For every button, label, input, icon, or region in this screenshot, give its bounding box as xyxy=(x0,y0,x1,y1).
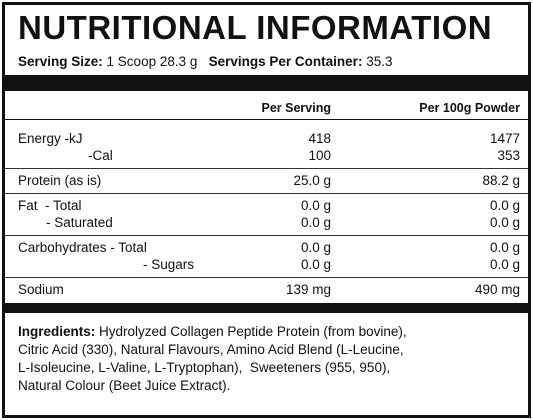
per-100g: 0.0 g xyxy=(489,240,520,255)
row-group: Carbohydrates - Total 0.0 g 0.0 g - Sugars 0… xyxy=(5,236,528,278)
thick-bar xyxy=(5,303,528,313)
per-serving: 100 xyxy=(308,148,331,163)
row-group: Energy -kJ 418 1477 -Cal 100 353 xyxy=(5,127,528,169)
row: - Sugars 0.0 g 0.0 g xyxy=(5,256,528,273)
row-label: - Saturated xyxy=(46,215,113,230)
row-label: - Sugars xyxy=(143,257,195,272)
per-100g: 0.0 g xyxy=(489,215,520,230)
row: Sodium 139 mg 490 mg xyxy=(5,281,528,298)
ingredients-line: Ingredients: Hydrolyzed Collagen Peptide… xyxy=(18,323,407,341)
row-label: -Cal xyxy=(88,148,113,163)
row-group: Sodium 139 mg 490 mg xyxy=(5,278,528,302)
per-serving: 0.0 g xyxy=(300,240,331,255)
column-label: Per Serving xyxy=(261,101,331,115)
per-serving: 0.0 g xyxy=(300,257,331,272)
per-serving: 25.0 g xyxy=(293,173,331,188)
serving-size-label: Serving Size: xyxy=(18,54,103,69)
row: Protein (as is) 25.0 g 88.2 g xyxy=(5,172,528,189)
servings: 35.3 xyxy=(366,54,393,69)
row-label: Fat - Total xyxy=(18,198,82,213)
serving-size: 1 Scoop 28.3 g xyxy=(106,54,198,69)
row-label: Protein (as is) xyxy=(18,173,102,188)
ingredients-label: Ingredients: xyxy=(18,324,96,339)
per-serving: 139 mg xyxy=(285,282,331,297)
per-100g: 0.0 g xyxy=(489,198,520,213)
per-100g: 88.2 g xyxy=(482,173,520,188)
per-100g: 353 xyxy=(497,148,520,163)
ingredients-line: Citric Acid (330), Natural Flavours, Ami… xyxy=(18,341,407,359)
ingredients-text: Natural Colour (Beet Juice Extract). xyxy=(18,378,231,393)
per-100g: 490 mg xyxy=(474,282,520,297)
title: NUTRITIONAL INFORMATION xyxy=(18,9,493,46)
ingredients-text: Citric Acid (330), Natural Flavours, Ami… xyxy=(18,342,404,357)
column-header: Per Serving Per 100g Powder xyxy=(5,97,528,120)
row-label: Carbohydrates - Total xyxy=(18,240,147,255)
column-label: Per 100g Powder xyxy=(419,101,520,115)
row-label: Sodium xyxy=(18,282,64,297)
ingredients-text: Hydrolyzed Collagen Peptide Protein (fro… xyxy=(99,324,407,339)
row-group: Protein (as is) 25.0 g 88.2 g xyxy=(5,169,528,194)
per-100g: 0.0 g xyxy=(489,257,520,272)
servings-label: Servings Per Container: xyxy=(208,54,363,69)
serving-info: Serving Size: 1 Scoop 28.3 g Servings Pe… xyxy=(18,54,392,69)
ingredients-line: L-Isoleucine, L-Valine, L-Tryptophan), S… xyxy=(18,359,407,377)
row: Fat - Total 0.0 g 0.0 g xyxy=(5,197,528,214)
thick-bar xyxy=(5,75,528,91)
ingredients: Ingredients: Hydrolyzed Collagen Peptide… xyxy=(18,323,407,395)
row: -Cal 100 353 xyxy=(5,147,528,164)
table-body: Energy -kJ 418 1477 -Cal 100 353 Protein (as i… xyxy=(5,127,528,302)
per-serving: 418 xyxy=(308,131,331,146)
ingredients-text: L-Isoleucine, L-Valine, L-Tryptophan), S… xyxy=(18,360,391,375)
row: Energy -kJ 418 1477 xyxy=(5,130,528,147)
row-group: Fat - Total 0.0 g 0.0 g - Saturated 0.0 g 0.0… xyxy=(5,194,528,236)
per-100g: 1477 xyxy=(489,131,520,146)
row-label: Energy -kJ xyxy=(18,131,83,146)
per-serving: 0.0 g xyxy=(300,215,331,230)
row: - Saturated 0.0 g 0.0 g xyxy=(5,214,528,231)
row: Carbohydrates - Total 0.0 g 0.0 g xyxy=(5,239,528,256)
per-serving: 0.0 g xyxy=(300,198,331,213)
ingredients-line: Natural Colour (Beet Juice Extract). xyxy=(18,377,407,395)
